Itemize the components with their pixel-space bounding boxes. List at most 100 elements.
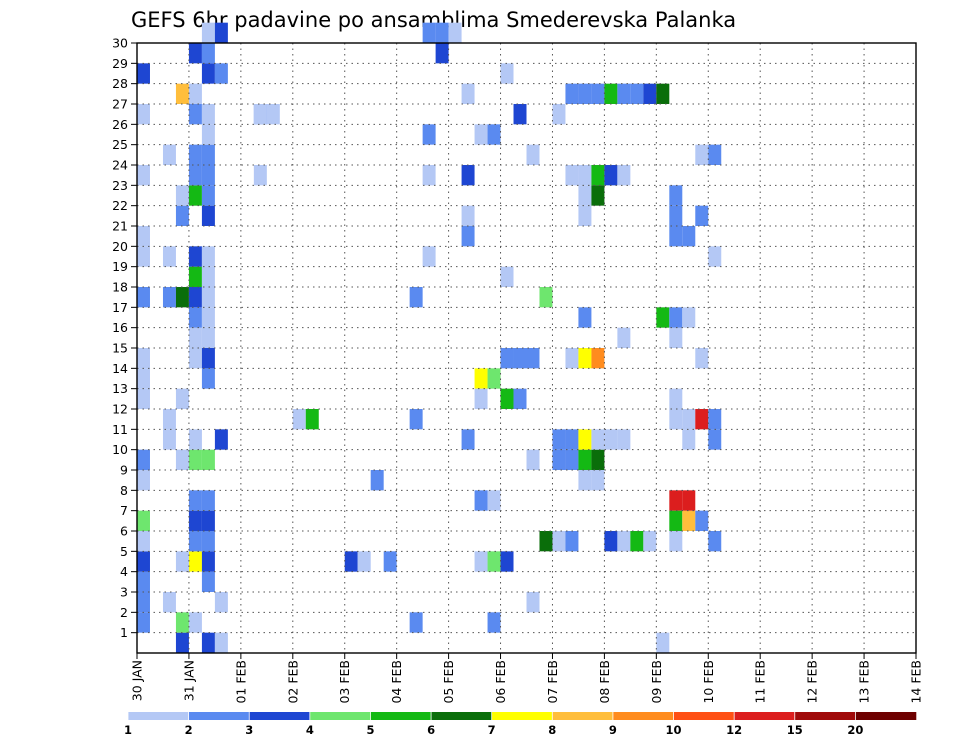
y-tick-label: 14 <box>112 361 128 376</box>
x-tick-label: 08 FEB <box>597 660 612 704</box>
colorbar-swatch <box>552 712 614 720</box>
heatmap-cell <box>552 429 566 450</box>
heatmap-cell <box>448 22 462 43</box>
heatmap-cell <box>137 63 150 84</box>
heatmap-cell <box>201 124 215 145</box>
heatmap-cell <box>201 246 215 267</box>
heatmap-cell <box>292 409 306 430</box>
heatmap-cell <box>201 63 215 84</box>
colorbar-swatch <box>309 712 371 720</box>
heatmap-cell <box>253 104 267 125</box>
heatmap-cell <box>604 165 618 186</box>
heatmap-cell <box>617 531 631 552</box>
x-tick-label: 03 FEB <box>337 660 352 704</box>
y-tick-label: 3 <box>120 585 128 600</box>
heatmap-cell <box>137 612 150 633</box>
heatmap-cell <box>137 551 150 572</box>
heatmap-cell <box>162 246 176 267</box>
heatmap-cell <box>526 592 540 613</box>
y-tick-label: 16 <box>112 320 128 335</box>
heatmap-cell <box>461 165 475 186</box>
heatmap-cell <box>201 327 215 348</box>
heatmap-cell <box>513 388 527 409</box>
heatmap-cell <box>188 43 202 64</box>
heatmap-cell <box>552 531 566 552</box>
heatmap-cell <box>669 490 683 511</box>
heatmap-cell <box>578 429 592 450</box>
heatmap-cell <box>669 531 683 552</box>
heatmap-cell <box>500 266 514 287</box>
colorbar-swatch <box>855 712 917 720</box>
x-tick-label: 12 FEB <box>805 660 820 704</box>
colorbar-swatch <box>491 712 553 720</box>
heatmap-cell <box>500 551 514 572</box>
heatmap-cell <box>175 388 189 409</box>
colorbar: 1 2 3 4 5 6 7 8 9 10 12 15 20 <box>124 712 917 737</box>
heatmap-cell <box>175 205 189 226</box>
heatmap-cell <box>201 144 215 165</box>
heatmap-cell <box>656 307 670 328</box>
heatmap-cell <box>137 449 150 470</box>
y-tick-label: 19 <box>112 259 128 274</box>
heatmap-cell <box>578 348 592 369</box>
heatmap-cell <box>461 83 475 104</box>
heatmap-cell <box>565 449 579 470</box>
heatmap-cell <box>552 104 566 125</box>
x-tick-label: 13 FEB <box>857 660 872 704</box>
heatmap-cell <box>188 246 202 267</box>
heatmap-cell <box>669 185 683 206</box>
heatmap-cell <box>708 246 722 267</box>
heatmap-cell <box>708 429 722 450</box>
heatmap-cell <box>201 185 215 206</box>
heatmap-cell <box>344 551 358 572</box>
heatmap-cell <box>175 83 189 104</box>
y-tick-label: 27 <box>112 97 128 112</box>
heatmap-cell <box>188 531 202 552</box>
y-tick-label: 22 <box>112 198 128 213</box>
heatmap-cell <box>253 165 267 186</box>
x-tick-label: 06 FEB <box>493 660 508 704</box>
heatmap-cell <box>188 510 202 531</box>
heatmap-cell <box>137 470 150 491</box>
heatmap-cell <box>513 104 527 125</box>
heatmap-cell <box>137 571 150 592</box>
heatmap-cell <box>201 165 215 186</box>
heatmap-cell <box>500 348 514 369</box>
heatmap-cell <box>461 226 475 247</box>
y-tick-label: 10 <box>112 442 128 457</box>
heatmap-cell <box>188 307 202 328</box>
colorbar-swatch <box>370 712 432 720</box>
heatmap-cell <box>201 22 215 43</box>
colorbar-swatch <box>673 712 735 720</box>
heatmap-cell <box>656 632 670 653</box>
heatmap-cell <box>188 348 202 369</box>
colorbar-swatch <box>794 712 856 720</box>
heatmap-cell <box>487 124 501 145</box>
heatmap-cell <box>370 470 384 491</box>
heatmap-cell <box>214 63 228 84</box>
y-tick-label: 26 <box>112 117 128 132</box>
y-tick-label: 17 <box>112 300 128 315</box>
heatmap-cell <box>188 83 202 104</box>
heatmap-cell <box>409 612 423 633</box>
colorbar-label: 7 <box>488 723 496 737</box>
heatmap-cell <box>682 510 696 531</box>
y-axis: 1234567891011121314151617181920212223242… <box>112 36 137 640</box>
heatmap-cell <box>461 205 475 226</box>
colorbar-label: 2 <box>185 723 193 737</box>
heatmap-cell <box>682 490 696 511</box>
y-tick-label: 20 <box>112 239 128 254</box>
heatmap-cell <box>435 43 449 64</box>
y-tick-label: 23 <box>112 178 128 193</box>
heatmap-cell <box>188 266 202 287</box>
heatmap-cell <box>461 429 475 450</box>
colorbar-swatch <box>734 712 796 720</box>
colorbar-label: 15 <box>787 723 803 737</box>
y-tick-label: 2 <box>120 605 128 620</box>
colorbar-label: 4 <box>306 723 314 737</box>
x-tick-label: 01 FEB <box>233 660 248 704</box>
heatmap-cell <box>383 551 397 572</box>
heatmap-cell <box>617 165 631 186</box>
heatmap-cell <box>188 551 202 572</box>
heatmap-cell <box>422 165 436 186</box>
